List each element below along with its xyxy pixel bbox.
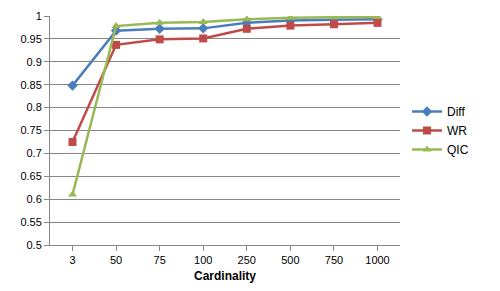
svg-text:0.95: 0.95: [20, 33, 41, 45]
svg-text:250: 250: [238, 254, 256, 266]
svg-text:0.85: 0.85: [20, 79, 41, 91]
svg-text:Cardinality: Cardinality: [194, 269, 256, 283]
svg-text:WR: WR: [447, 124, 467, 138]
svg-text:0.65: 0.65: [20, 170, 41, 182]
svg-text:QIC: QIC: [447, 143, 469, 157]
svg-text:Diff: Diff: [447, 105, 465, 119]
svg-text:0.6: 0.6: [27, 193, 42, 205]
svg-text:1: 1: [36, 10, 42, 22]
svg-text:0.55: 0.55: [20, 216, 41, 228]
svg-text:100: 100: [194, 254, 212, 266]
svg-text:0.7: 0.7: [27, 147, 42, 159]
svg-text:50: 50: [110, 254, 122, 266]
svg-text:75: 75: [154, 254, 166, 266]
svg-text:0.5: 0.5: [27, 239, 42, 251]
svg-text:0.8: 0.8: [27, 101, 42, 113]
svg-text:750: 750: [325, 254, 343, 266]
svg-text:500: 500: [281, 254, 299, 266]
svg-text:0.75: 0.75: [20, 124, 41, 136]
svg-text:1000: 1000: [365, 254, 389, 266]
svg-text:0.9: 0.9: [27, 56, 42, 68]
svg-text:3: 3: [69, 254, 75, 266]
